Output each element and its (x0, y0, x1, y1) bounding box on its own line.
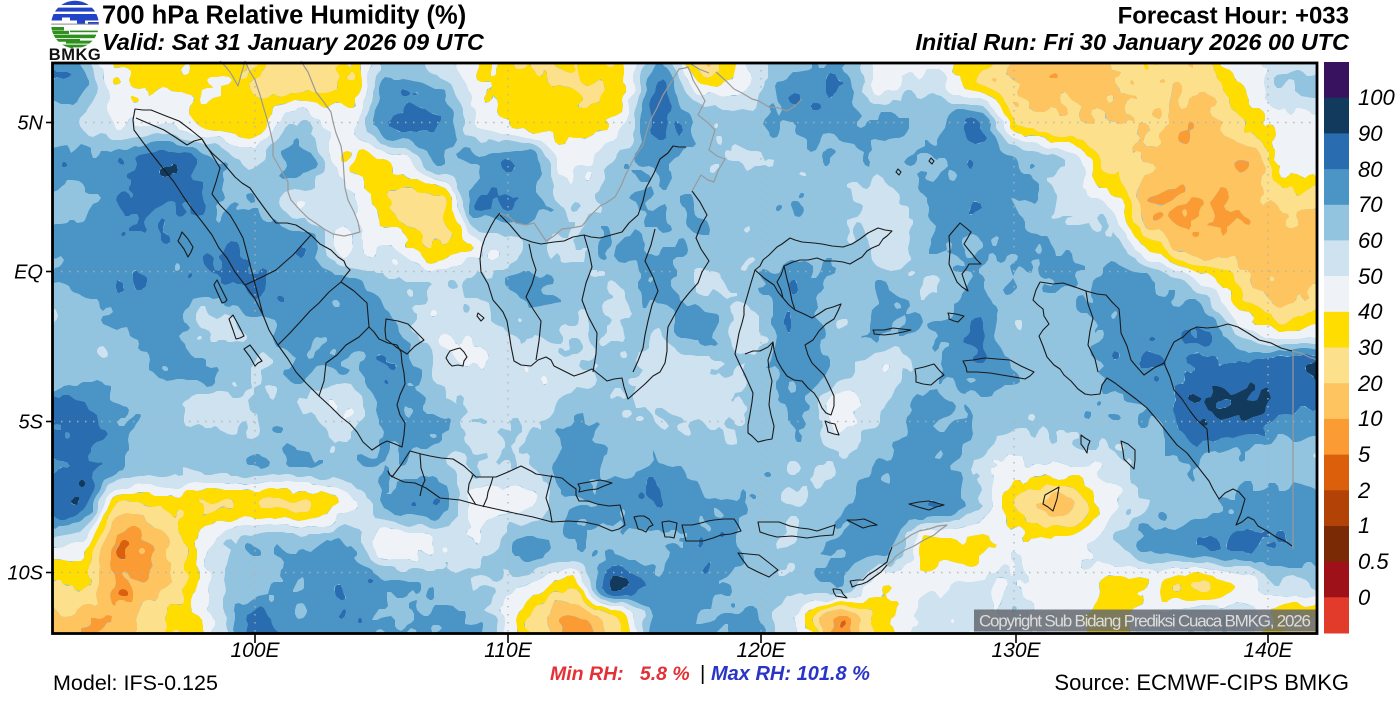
svg-text:70: 70 (1358, 192, 1383, 217)
svg-text:90: 90 (1358, 121, 1383, 146)
svg-text:Min RH: 5.8 %: Min RH: 5.8 % (550, 663, 690, 685)
svg-text:Copyright Sub Bidang Prediksi: Copyright Sub Bidang Prediksi Cuaca BMKG… (979, 612, 1311, 631)
svg-text:Max RH: 101.8 %: Max RH: 101.8 % (711, 663, 870, 685)
svg-text:Initial Run: Fri 30 January 20: Initial Run: Fri 30 January 2026 00 UTC (915, 29, 1350, 55)
svg-text:10S: 10S (7, 563, 43, 585)
svg-text:40: 40 (1358, 299, 1383, 324)
svg-text:BMKG: BMKG (49, 46, 101, 64)
svg-text:5: 5 (1358, 442, 1371, 467)
svg-text:5S: 5S (19, 412, 44, 434)
svg-text:140E: 140E (1243, 639, 1293, 662)
svg-text:100E: 100E (230, 639, 280, 662)
svg-text:20: 20 (1357, 371, 1383, 396)
svg-text:0: 0 (1358, 585, 1371, 610)
svg-text:|: | (700, 662, 705, 685)
svg-text:EQ: EQ (14, 262, 43, 284)
svg-text:10: 10 (1358, 406, 1383, 431)
svg-text:1: 1 (1358, 513, 1370, 538)
svg-text:30: 30 (1358, 335, 1383, 360)
svg-text:50: 50 (1358, 264, 1383, 289)
svg-text:Forecast Hour: +033: Forecast Hour: +033 (1118, 3, 1349, 30)
svg-text:2: 2 (1357, 478, 1370, 503)
svg-text:Model: IFS-0.125: Model: IFS-0.125 (53, 671, 218, 695)
svg-text:0.5: 0.5 (1358, 549, 1389, 574)
svg-text:Valid: Sat 31 January 2026 09: Valid: Sat 31 January 2026 09 UTC (102, 29, 485, 55)
svg-text:Source: ECMWF-CIPS BMKG: Source: ECMWF-CIPS BMKG (1054, 670, 1349, 695)
svg-text:120E: 120E (736, 639, 786, 662)
svg-text:130E: 130E (991, 639, 1041, 662)
svg-text:5N: 5N (17, 113, 43, 135)
svg-text:60: 60 (1358, 228, 1383, 253)
svg-text:100: 100 (1358, 85, 1395, 110)
svg-text:80: 80 (1358, 157, 1383, 182)
svg-text:700 hPa Relative Humidity (%): 700 hPa Relative Humidity (%) (102, 2, 466, 30)
svg-text:110E: 110E (484, 639, 532, 662)
